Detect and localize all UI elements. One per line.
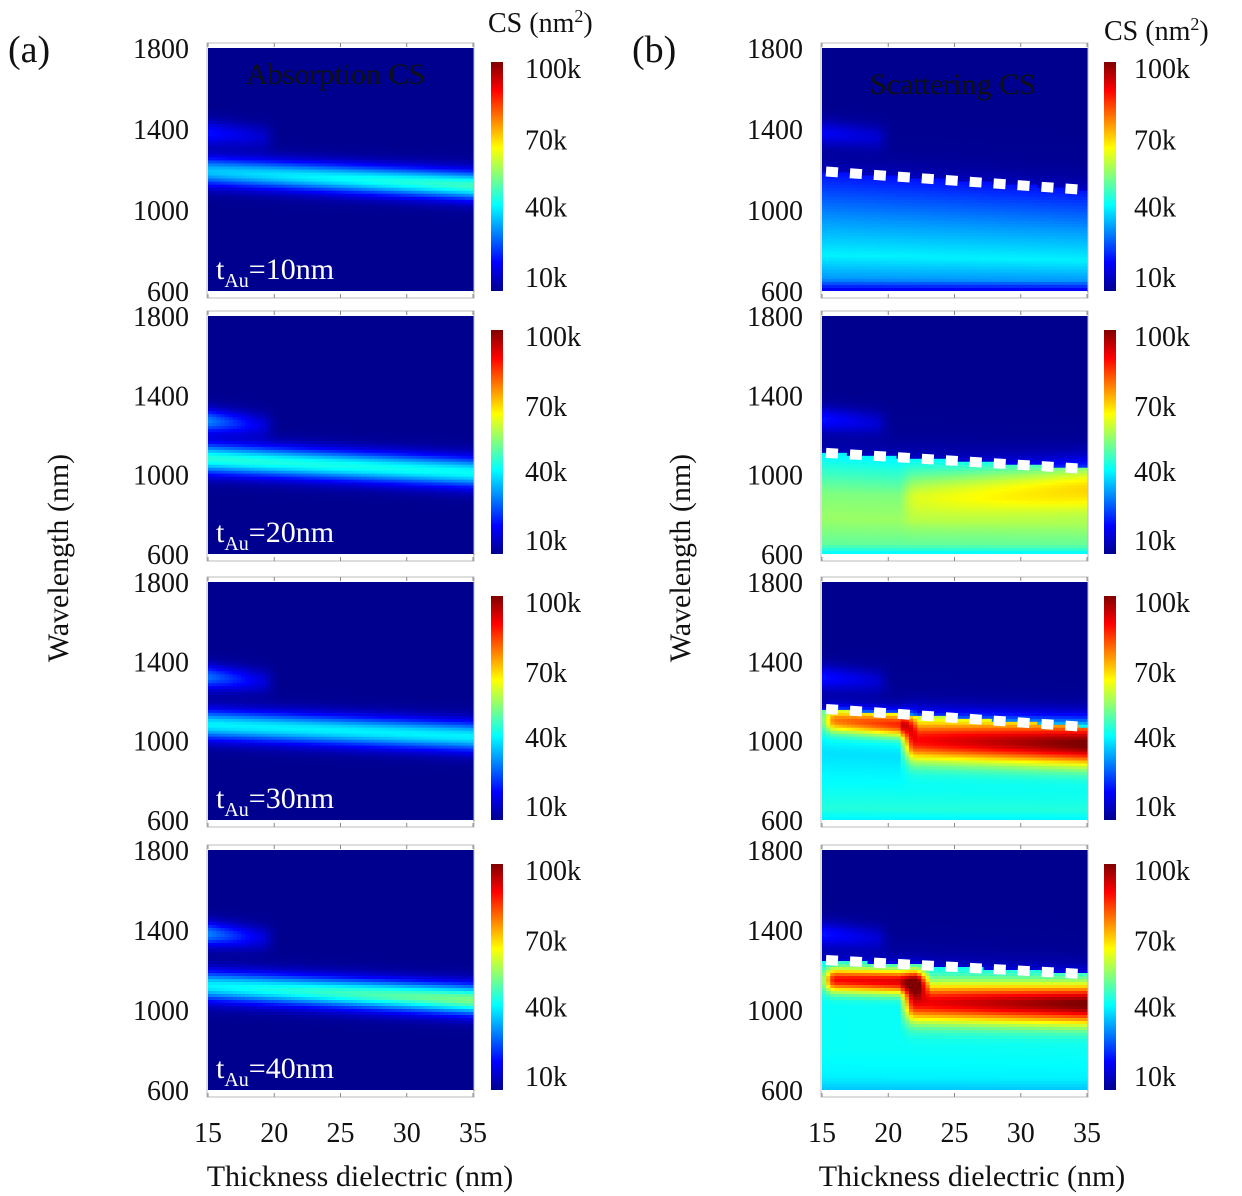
plots-layer: 600100014001800tAu=10nm100k70k40k10k6001…	[133, 34, 1190, 1149]
